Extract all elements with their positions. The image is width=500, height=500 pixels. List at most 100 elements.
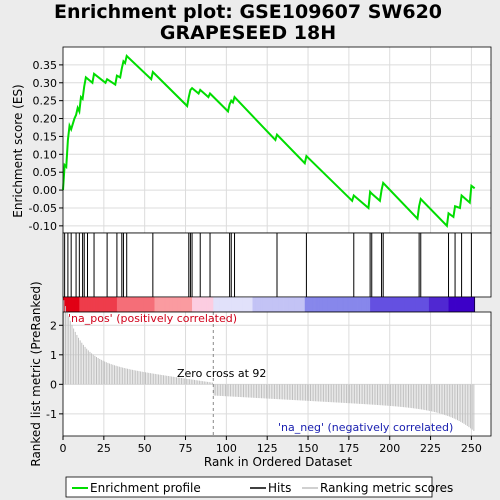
color-bar-segment: [352, 297, 355, 312]
color-bar-segment: [254, 297, 257, 312]
metric-tick-label: 0: [50, 378, 57, 391]
color-bar-segment: [79, 297, 82, 312]
color-bar-segment: [466, 297, 469, 312]
color-bar-segment: [459, 297, 462, 312]
metric-tick-label: 2: [50, 319, 57, 332]
color-bar-segment: [257, 297, 260, 312]
color-bar-segment: [440, 297, 443, 312]
color-bar-segment: [329, 297, 332, 312]
color-bar-segment: [412, 297, 415, 312]
color-bar-segment: [239, 297, 242, 312]
color-bar-segment: [311, 297, 314, 312]
color-bar-segment: [309, 297, 312, 312]
color-bar-segment: [66, 297, 69, 312]
color-bar-segment: [102, 297, 105, 312]
es-tick-label: 0.00: [33, 184, 58, 197]
color-bar-segment: [473, 297, 476, 312]
color-bar-segment: [283, 297, 286, 312]
color-bar-segment: [164, 297, 167, 312]
color-bar-segment: [138, 297, 141, 312]
es-axis-label: Enrichment score (ES): [11, 84, 25, 217]
color-bar-segment: [469, 297, 472, 312]
es-tick-label: 0.15: [33, 130, 58, 143]
color-bar-segment: [281, 297, 284, 312]
color-bar-segment: [216, 297, 219, 312]
pos-correlated-label: 'na_pos' (positively correlated): [68, 312, 237, 325]
color-bar-segment: [151, 297, 154, 312]
color-bar-segment: [108, 297, 111, 312]
color-bar-segment: [365, 297, 368, 312]
color-bar-segment: [438, 297, 441, 312]
color-bar-segment: [397, 297, 400, 312]
color-bar-segment: [306, 297, 309, 312]
color-bar-segment: [219, 297, 222, 312]
color-bar-segment: [293, 297, 296, 312]
color-bar-segment: [368, 297, 371, 312]
color-bar-segment: [231, 297, 234, 312]
legend-enrichment-label: Enrichment profile: [90, 481, 201, 495]
color-bar-segment: [123, 297, 126, 312]
color-bar-segment: [262, 297, 265, 312]
color-bar-segment: [80, 297, 84, 312]
color-bar-segment: [64, 297, 67, 312]
color-bar-segment: [98, 297, 101, 312]
color-bar-segment: [187, 297, 190, 312]
color-bar-segment: [471, 297, 474, 312]
x-tick-label: 75: [179, 442, 193, 455]
color-bar-segment: [273, 297, 276, 312]
color-bar-segment: [205, 297, 208, 312]
color-bar-segment: [427, 297, 430, 312]
es-y-ticks: -0.10 -0.05 0.00 0.05 0.10 0.15 0.20 0.25 0.30 0.…: [29, 59, 63, 233]
color-bar-segment: [394, 297, 397, 312]
es-tick-label: 0.10: [33, 148, 58, 161]
color-bar-segment: [226, 297, 229, 312]
color-bar-segment: [188, 297, 191, 312]
color-bar-segment: [113, 297, 116, 312]
color-bar-segment: [90, 297, 93, 312]
color-bar-segment: [335, 297, 338, 312]
x-tick-label: 175: [338, 442, 359, 455]
color-bar-segment: [396, 297, 399, 312]
x-axis-label: Rank in Ordered Dataset: [204, 455, 352, 469]
color-bar-segment: [87, 297, 90, 312]
x-axis-ticks: 0 25 50 75 100 125 150 175 200 225 250: [60, 436, 482, 455]
color-bar-segment: [327, 297, 330, 312]
color-bar-segment: [147, 297, 150, 312]
color-bar-segment: [409, 297, 412, 312]
color-bar-segment: [303, 297, 306, 312]
color-bar-segment: [388, 297, 391, 312]
color-bar-segment: [67, 297, 70, 312]
color-bar-segment: [224, 297, 227, 312]
color-bar-segment: [402, 297, 405, 312]
color-bar-segment: [370, 297, 373, 312]
color-bar-segment: [159, 297, 162, 312]
color-bar-segment: [371, 297, 374, 312]
color-bar-segment: [381, 297, 384, 312]
color-bar-segment: [419, 297, 422, 312]
color-bar-segment: [337, 297, 340, 312]
color-bar-segment: [247, 297, 250, 312]
color-bar-segment: [301, 297, 304, 312]
color-bar-segment: [139, 297, 142, 312]
color-bar-segment: [383, 297, 386, 312]
color-bar-segment: [389, 297, 392, 312]
color-bar-segment: [285, 297, 288, 312]
color-bar-segment: [360, 297, 363, 312]
color-bar-segment: [378, 297, 381, 312]
color-bar-segment: [268, 297, 271, 312]
color-bar-segment: [180, 297, 183, 312]
x-tick-label: 100: [216, 442, 237, 455]
color-bar-segment: [161, 297, 164, 312]
color-bar-segment: [112, 297, 115, 312]
legend: Enrichment profile Hits Ranking metric s…: [65, 476, 453, 498]
color-bar-segment: [299, 297, 302, 312]
color-bar-segment: [223, 297, 226, 312]
color-bar-segment: [92, 297, 95, 312]
metric-y-ticks: -1 0 1 2: [46, 319, 63, 421]
color-bar-segment: [326, 297, 329, 312]
es-tick-label: 0.05: [33, 166, 58, 179]
color-bar-segment: [443, 297, 446, 312]
color-bar-segment: [358, 297, 361, 312]
color-bar-segment: [214, 297, 217, 312]
